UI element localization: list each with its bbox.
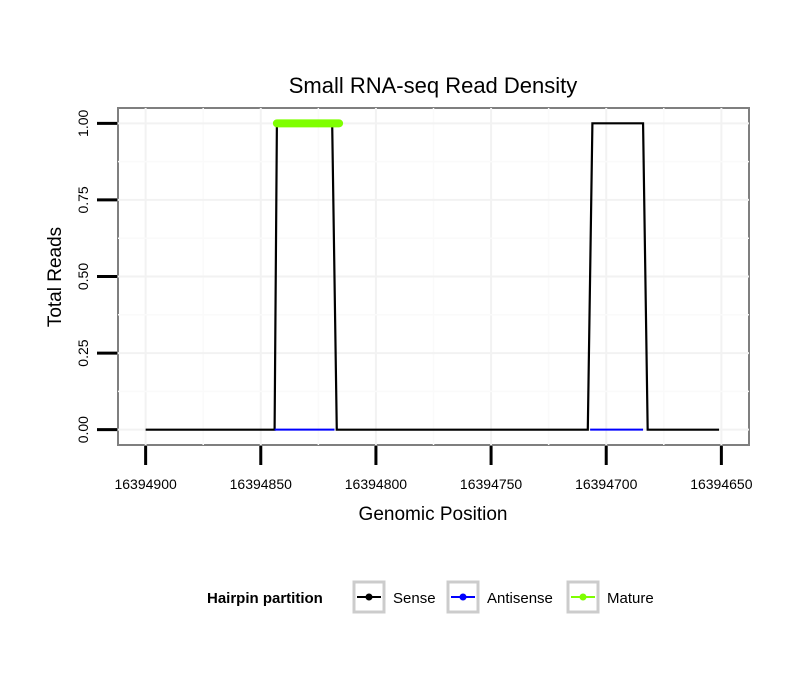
legend-label-sense: Sense — [393, 590, 436, 607]
legend-title: Hairpin partition — [207, 590, 323, 607]
y-axis: 0.00 0.25 0.50 0.75 1.00 — [75, 109, 117, 443]
series-layer — [145, 119, 720, 431]
x-axis-title: Genomic Position — [359, 504, 508, 525]
legend-point-sense — [365, 593, 373, 601]
legend-point-antisense — [459, 593, 467, 601]
legend-point-mature — [579, 593, 587, 601]
x-tick-label: 16394700 — [575, 476, 638, 492]
x-tick-label: 16394800 — [345, 476, 408, 492]
legend-items: Sense Antisense Mature — [352, 580, 654, 614]
y-tick-label: 0.25 — [75, 339, 91, 366]
x-tick-label: 16394750 — [460, 476, 523, 492]
y-tick-label: 0.50 — [75, 263, 91, 290]
legend: Hairpin partition Sense Antisense Mature — [207, 580, 654, 614]
x-tick-label: 16394650 — [690, 476, 753, 492]
chart-title: Small RNA-seq Read Density — [289, 73, 578, 98]
y-tick-label: 0.00 — [75, 416, 91, 443]
y-tick-label: 1.00 — [75, 109, 91, 136]
legend-label-mature: Mature — [607, 590, 654, 607]
y-tick-label: 0.75 — [75, 186, 91, 213]
series-sense-line — [145, 122, 720, 431]
x-axis: 16394900 16394850 16394800 16394750 16394700… — [114, 446, 753, 492]
legend-label-antisense: Antisense — [487, 590, 553, 607]
x-tick-label: 16394900 — [114, 476, 177, 492]
x-tick-label: 16394850 — [230, 476, 293, 492]
y-axis-title: Total Reads — [45, 227, 66, 327]
grid — [118, 108, 749, 445]
